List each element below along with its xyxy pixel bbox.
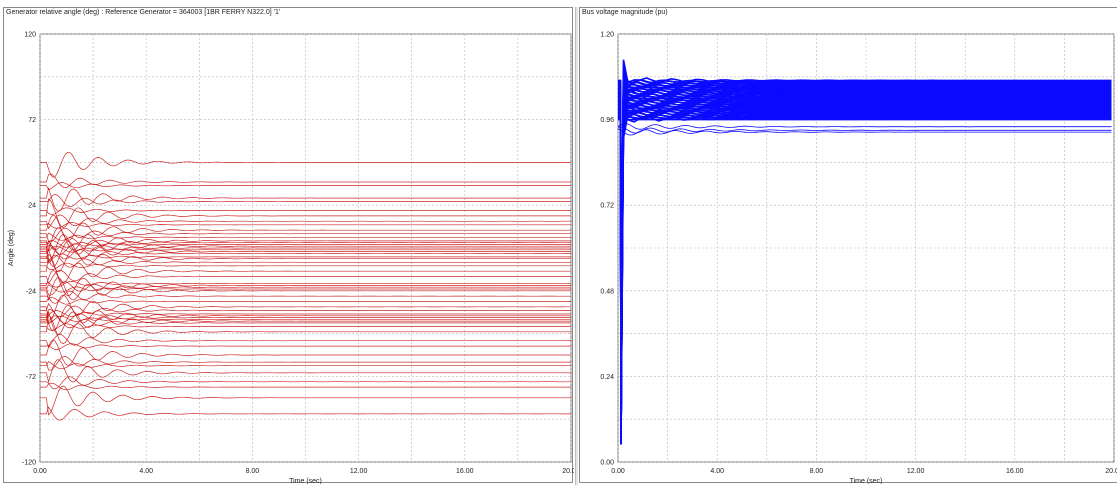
angle-trace [40, 343, 571, 350]
y-tick-label: 0.48 [600, 288, 614, 295]
angle-trace [40, 382, 571, 391]
x-tick-label: 20.00 [1105, 468, 1117, 475]
y-axis-label: Angle (deg) [8, 230, 15, 266]
x-tick-label: 16.00 [456, 468, 474, 475]
y-tick-label: 120 [24, 32, 36, 39]
angle-trace [40, 151, 571, 178]
angle-trace [40, 214, 571, 241]
angle-trace [40, 173, 571, 188]
voltage-trace [618, 88, 1112, 316]
x-tick-label: 20.00 [562, 468, 574, 475]
y-tick-label: -120 [22, 460, 36, 467]
angle-trace [40, 187, 571, 212]
voltage-low-trace [617, 128, 1112, 136]
angle-trace [40, 385, 571, 416]
angle-trace [40, 207, 571, 215]
voltage-trace [618, 69, 1112, 316]
angle-trace [40, 237, 572, 251]
angle-trace [40, 376, 572, 390]
angle-trace [40, 269, 571, 285]
angle-trace [40, 248, 571, 273]
angle-trace [40, 214, 571, 230]
angle-trace [40, 270, 571, 297]
angle-trace [40, 277, 571, 301]
voltage-trace [618, 81, 1112, 402]
angle-trace [40, 233, 571, 264]
angle-trace [40, 194, 571, 207]
y-tick-label: 0.00 [600, 460, 614, 467]
voltage-chart-title: Bus voltage magnitude (pu) [582, 9, 668, 16]
angle-chart-title: Generator relative angle (deg) : Referen… [6, 9, 281, 16]
voltage-chart-panel: Bus voltage magnitude (pu) 0.00 4.00 8.00 1… [579, 7, 1117, 485]
y-tick-label: 0.72 [600, 203, 614, 210]
voltage-trace [618, 68, 1112, 445]
y-tick-label: 0.96 [600, 117, 614, 124]
voltage-trace [618, 91, 1112, 274]
angle-trace [40, 198, 571, 228]
x-tick-label: 4.00 [710, 468, 724, 475]
angle-trace [40, 302, 571, 318]
angle-chart-svg: 0.00 4.00 8.00 12.00 16.00 20.00 120 72 24 -24 -72… [8, 32, 574, 485]
angle-trace [40, 280, 571, 288]
angle-trace [40, 314, 571, 344]
angle-chart-panel: Generator relative angle (deg) : Referen… [3, 7, 574, 485]
angle-trace [40, 281, 571, 296]
angle-trace [40, 406, 571, 421]
y-tick-label: 1.20 [600, 32, 614, 39]
voltage-trace [618, 84, 1112, 402]
angle-trace [40, 297, 571, 305]
angle-trace [40, 182, 571, 191]
angle-trace [40, 305, 571, 332]
angle-trace [40, 232, 571, 241]
angle-trace [40, 227, 571, 243]
y-tick-label: 0.24 [600, 374, 614, 381]
angle-series-group [40, 151, 572, 421]
angle-trace [40, 253, 571, 262]
voltage-low-trace [617, 123, 1112, 130]
panel-splitter[interactable] [575, 7, 578, 485]
voltage-trace [618, 102, 1112, 359]
angle-trace [40, 315, 571, 324]
angle-trace [40, 254, 571, 268]
angle-trace [40, 240, 571, 267]
angle-trace [40, 262, 571, 270]
voltage-chart-svg: 0.00 4.00 8.00 12.00 16.00 20.00 1.20 0.96 0.72 0… [600, 32, 1117, 485]
angle-trace [40, 310, 571, 317]
x-tick-label: 8.00 [246, 468, 260, 475]
x-tick-label: 16.00 [1006, 468, 1024, 475]
voltage-low-trace [617, 126, 1112, 134]
x-tick-label: 4.00 [139, 468, 153, 475]
y-tick-label: -24 [26, 288, 36, 295]
voltage-series-group [617, 59, 1112, 445]
angle-trace [40, 309, 571, 324]
x-tick-label: 12.00 [907, 468, 925, 475]
x-tick-label: 0.00 [33, 468, 47, 475]
angle-trace [40, 311, 571, 335]
angle-trace [40, 290, 572, 304]
y-tick-label: 24 [28, 203, 36, 210]
x-axis-label: Time (sec) [289, 478, 322, 484]
angle-trace [40, 323, 571, 331]
angle-trace [40, 222, 571, 229]
angle-trace [40, 334, 571, 349]
angle-trace [40, 284, 571, 293]
angle-trace [40, 245, 571, 253]
x-axis-label: Time (sec) [850, 478, 883, 484]
angle-trace [40, 227, 571, 251]
angle-trace [40, 315, 571, 329]
angle-trace [40, 339, 571, 366]
angle-trace [40, 359, 571, 383]
x-tick-label: 8.00 [810, 468, 824, 475]
angle-trace [40, 294, 571, 325]
x-tick-label: 0.00 [611, 468, 625, 475]
angle-trace [40, 253, 571, 284]
y-tick-label: 72 [28, 117, 36, 124]
angle-trace [40, 356, 571, 371]
x-tick-label: 12.00 [350, 468, 368, 475]
angle-trace [40, 240, 571, 255]
y-tick-label: -72 [26, 374, 36, 381]
voltage-trace [618, 93, 1112, 402]
angle-trace [40, 361, 571, 370]
angle-trace [40, 244, 571, 260]
